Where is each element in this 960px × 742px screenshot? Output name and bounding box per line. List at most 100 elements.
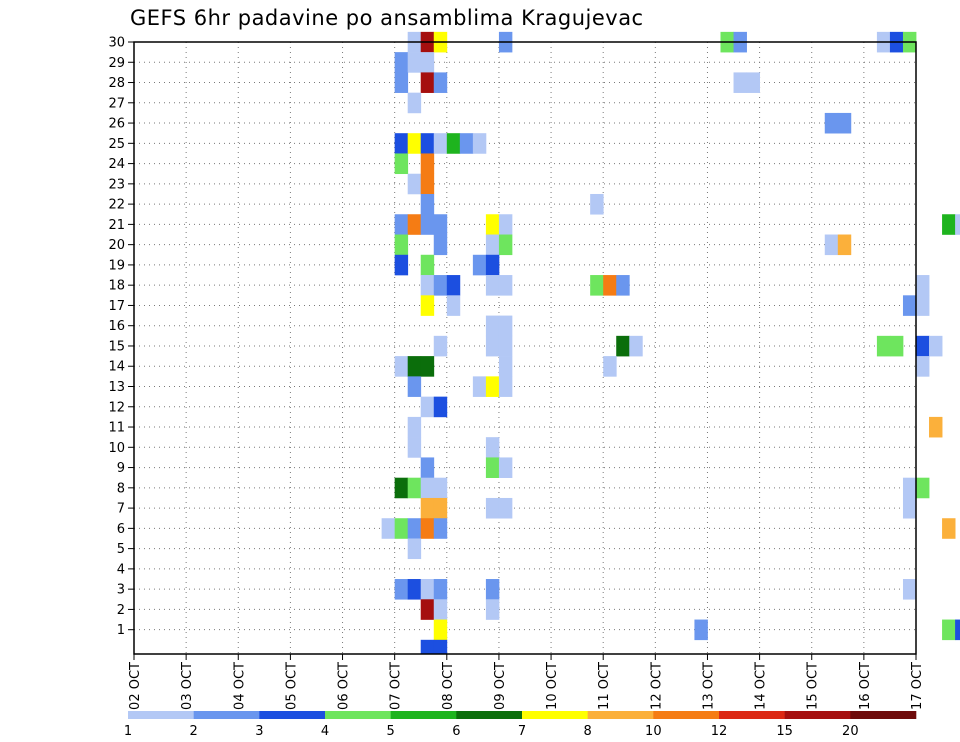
precip-cell [407, 437, 422, 458]
y-tick-label: 4 [117, 562, 125, 577]
precip-cell [629, 335, 643, 357]
x-tick-label: 13 OCT [701, 662, 716, 710]
precip-cell [498, 335, 513, 357]
x-tick-label: 12 OCT [649, 662, 664, 710]
precip-cell [433, 234, 448, 256]
y-tick-label: 16 [108, 319, 125, 334]
precip-cell [459, 133, 474, 154]
legend-swatch [850, 711, 917, 719]
x-tick-label: 14 OCT [754, 662, 769, 710]
precip-cell [498, 315, 513, 337]
precip-cell [394, 579, 409, 600]
precip-cell [433, 579, 448, 600]
precip-cell [420, 396, 435, 418]
precip-cell [394, 356, 409, 377]
precip-cell [433, 497, 448, 519]
legend-label: 4 [321, 724, 329, 739]
y-tick-label: 23 [108, 177, 125, 192]
precip-cell [916, 295, 930, 316]
precip-cell [420, 52, 435, 73]
x-tick-label: 08 OCT [441, 662, 456, 710]
y-tick-label: 15 [108, 339, 125, 354]
x-tick-label: 11 OCT [597, 662, 612, 710]
precip-cell [407, 477, 422, 499]
precip-cell [433, 477, 448, 499]
precip-cell [394, 52, 409, 73]
precip-cell [824, 234, 839, 256]
precip-cell [446, 295, 461, 316]
precip-cell [420, 153, 435, 175]
legend-label: 1 [124, 724, 132, 739]
precip-cell [485, 497, 500, 519]
precip-cell [498, 457, 513, 478]
precip-cell [485, 275, 500, 296]
legend-swatch [587, 711, 654, 719]
precip-cell [407, 416, 422, 438]
gridlines [133, 41, 917, 654]
precip-cell [446, 275, 461, 296]
precip-cell [433, 335, 448, 357]
legend-label: 20 [842, 724, 859, 739]
y-tick-label: 25 [108, 137, 125, 152]
legend-label: 12 [711, 724, 728, 739]
legend-label: 8 [584, 724, 592, 739]
precip-cell [485, 457, 500, 478]
y-tick-label: 11 [108, 421, 125, 436]
precip-cell [498, 356, 513, 377]
precip-cells [381, 31, 960, 655]
precip-cell [407, 214, 422, 235]
y-tick-label: 13 [108, 380, 125, 395]
x-tick-label: 17 OCT [910, 662, 925, 710]
precip-cell [420, 295, 435, 316]
legend-label: 5 [387, 724, 395, 739]
precip-cell [394, 518, 409, 539]
precip-cell [955, 619, 960, 641]
legend-swatch [325, 711, 391, 719]
chart-title: GEFS 6hr padavine po ansamblima Kragujev… [130, 6, 644, 30]
legend-swatch [259, 711, 326, 719]
y-tick-label: 26 [108, 117, 125, 132]
legend-swatch [390, 711, 457, 719]
precip-cell [420, 639, 435, 655]
precip-cell [902, 477, 917, 499]
legend-label: 10 [645, 724, 662, 739]
precip-cell [916, 356, 930, 377]
precip-cell [485, 599, 500, 620]
precip-cell [472, 254, 487, 276]
precip-cell [590, 193, 604, 215]
precip-cell [603, 356, 617, 377]
x-tick-label: 06 OCT [337, 662, 352, 710]
y-tick-label: 3 [117, 583, 125, 598]
precip-cell [485, 254, 500, 276]
precip-cell [407, 92, 422, 114]
precip-cell [942, 619, 956, 641]
legend-label: 3 [255, 724, 263, 739]
y-tick-label: 20 [108, 238, 125, 253]
y-tick-label: 24 [108, 157, 125, 172]
legend-label: 15 [776, 724, 793, 739]
precip-cell [433, 639, 448, 655]
y-tick-label: 2 [117, 603, 125, 618]
precip-cell [394, 234, 409, 256]
precip-cell [916, 477, 930, 499]
plot-frame [133, 41, 917, 655]
precip-cell [916, 275, 930, 296]
precip-cell [837, 234, 852, 256]
precip-cell [485, 579, 500, 600]
precip-cell [407, 356, 422, 377]
x-tick-label: 05 OCT [284, 662, 299, 710]
precip-cell [929, 416, 943, 438]
legend-swatch [193, 711, 260, 719]
y-tick-label: 27 [108, 96, 125, 111]
precip-cell [433, 214, 448, 235]
y-axis: 1234567891011121314151617181920212223242… [108, 36, 134, 638]
precip-cell [929, 335, 943, 357]
precip-cell [746, 72, 760, 93]
precip-cell [407, 376, 422, 397]
precip-cell [394, 254, 409, 276]
color-legend: 1 2 3 4 5 6 7 8 10 12 15 20 [124, 711, 917, 739]
legend-swatch [128, 711, 194, 719]
precip-cell [394, 153, 409, 175]
x-axis: 02 OCT 03 OCT 04 OCT 05 OCT 06 OCT 07 OCT 08 O… [128, 654, 925, 710]
